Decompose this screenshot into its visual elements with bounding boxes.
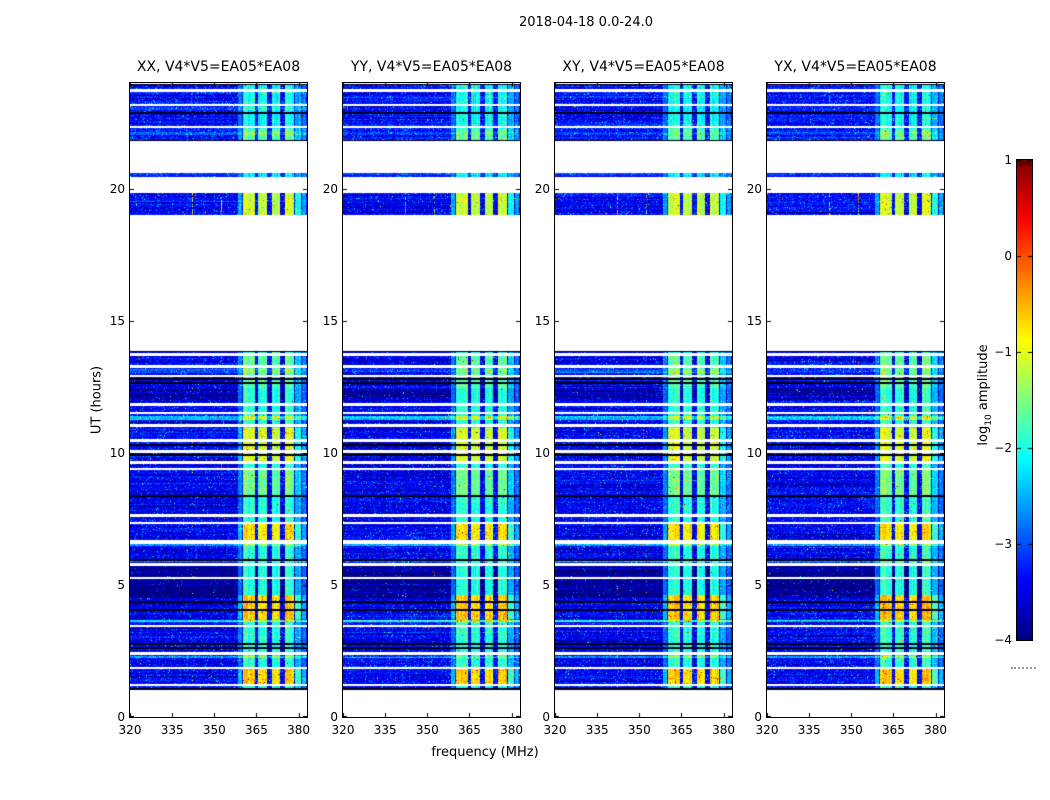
panel-xy	[554, 82, 733, 718]
y-tick-label: 10	[746, 445, 762, 460]
x-tick-label: 320	[331, 723, 355, 737]
x-tick-label: 320	[118, 723, 142, 737]
panel-title-xx: XX, V4*V5=EA05*EA08	[136, 59, 301, 75]
y-axis-label: UT (hours)	[89, 365, 105, 435]
x-tick-label: 380	[712, 723, 736, 737]
x-tick-label: 335	[585, 723, 609, 737]
y-tick-label: 20	[322, 181, 338, 196]
x-tick-label: 350	[415, 723, 439, 737]
y-tick-label: 20	[746, 181, 762, 196]
colorbar-tick-label: −4	[994, 633, 1012, 647]
x-tick-label: 380	[287, 723, 311, 737]
y-tick-label: 10	[109, 445, 125, 460]
colorbar	[1016, 159, 1033, 641]
x-tick-label: 350	[202, 723, 226, 737]
colorbar-tick-label: −1	[994, 345, 1012, 359]
y-tick-label: 20	[534, 181, 550, 196]
y-tick-label: 10	[534, 445, 550, 460]
y-tick-label: 15	[746, 313, 762, 328]
y-tick-label: 5	[117, 577, 125, 592]
spectrogram-canvas-xy	[555, 83, 732, 717]
panel-yx	[766, 82, 945, 718]
panel-title-xy: XY, V4*V5=EA05*EA08	[562, 59, 725, 75]
y-tick-label: 15	[109, 313, 125, 328]
y-tick-label: 5	[330, 577, 338, 592]
x-tick-label: 365	[244, 723, 268, 737]
panel-xx	[129, 82, 308, 718]
x-tick-label: 335	[797, 723, 821, 737]
y-tick-label: 10	[322, 445, 338, 460]
x-tick-label: 335	[160, 723, 184, 737]
y-tick-label: 15	[322, 313, 338, 328]
figure-title: 2018-04-18 0.0-24.0	[519, 15, 653, 30]
spectrogram-canvas-yx	[767, 83, 944, 717]
x-tick-label: 380	[924, 723, 948, 737]
colorbar-tick-label: −2	[994, 441, 1012, 455]
x-axis-label: frequency (MHz)	[431, 745, 539, 760]
colorbar-canvas	[1017, 160, 1032, 640]
y-tick-label: 5	[754, 577, 762, 592]
x-tick-label: 320	[543, 723, 567, 737]
x-tick-label: 365	[881, 723, 905, 737]
colorbar-tick-label: 1	[1004, 153, 1012, 167]
y-tick-label: 20	[109, 181, 125, 196]
colorbar-extend-dots	[1011, 667, 1036, 669]
x-tick-label: 350	[627, 723, 651, 737]
y-tick-label: 5	[542, 577, 550, 592]
panel-title-yx: YX, V4*V5=EA05*EA08	[774, 59, 937, 75]
y-tick-label: 0	[330, 710, 338, 724]
x-tick-label: 380	[500, 723, 524, 737]
x-tick-label: 365	[669, 723, 693, 737]
spectrogram-canvas-xx	[130, 83, 307, 717]
x-tick-label: 320	[755, 723, 779, 737]
y-tick-label: 0	[754, 710, 762, 724]
colorbar-tick-label: −3	[994, 537, 1012, 551]
panel-title-yy: YY, V4*V5=EA05*EA08	[350, 59, 513, 75]
y-tick-label: 15	[534, 313, 550, 328]
colorbar-tick-label: 0	[1004, 249, 1012, 263]
x-tick-label: 350	[839, 723, 863, 737]
y-tick-label: 0	[542, 710, 550, 724]
spectrogram-canvas-yy	[343, 83, 520, 717]
y-tick-label: 0	[117, 710, 125, 724]
x-tick-label: 335	[373, 723, 397, 737]
x-tick-label: 365	[457, 723, 481, 737]
panel-yy	[342, 82, 521, 718]
